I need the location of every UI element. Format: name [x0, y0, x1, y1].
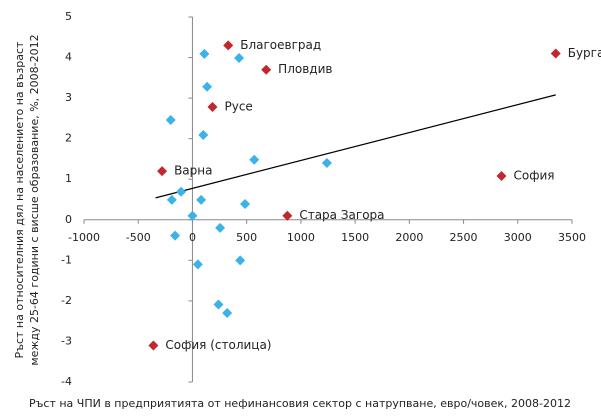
y-tick-label: 2	[65, 132, 72, 145]
point	[282, 210, 293, 221]
y-axis-label: Ръст на относителния дял на населението …	[13, 41, 26, 358]
point-label: Благоевград	[240, 38, 321, 52]
x-tick-label: 1500	[341, 231, 369, 244]
point-label: Бургас	[568, 46, 601, 60]
y-tick-label: 0	[65, 213, 72, 226]
point	[199, 48, 210, 59]
point	[223, 40, 234, 51]
x-tick-label: 2000	[395, 231, 423, 244]
point	[148, 340, 159, 351]
point	[496, 170, 507, 181]
point	[187, 210, 198, 221]
y-tick-label: -1	[61, 253, 72, 266]
y-tick-label: -3	[61, 334, 72, 347]
point	[166, 194, 177, 205]
point-label: София (столица)	[165, 338, 271, 352]
point	[261, 64, 272, 75]
point	[192, 259, 203, 270]
point-label: Пловдив	[278, 62, 332, 76]
y-tick-label: 5	[65, 10, 72, 23]
x-tick-label: 3500	[558, 231, 586, 244]
x-tick-label: -1000	[68, 231, 100, 244]
x-axis-label: Ръст на ЧПИ в предприятията от нефинансо…	[29, 397, 571, 410]
point	[170, 230, 181, 241]
point	[176, 186, 187, 197]
point	[157, 166, 168, 177]
point	[240, 198, 251, 209]
trendline	[155, 94, 556, 199]
x-tick-label: 3000	[504, 231, 532, 244]
x-tick-label: 2500	[450, 231, 478, 244]
point	[321, 158, 332, 168]
point	[196, 194, 207, 205]
y-tick-label: -2	[61, 294, 72, 307]
point	[235, 255, 246, 266]
x-tick-label: 0	[189, 231, 196, 244]
y-tick-label: -4	[61, 375, 72, 388]
point	[207, 102, 218, 113]
point-label: Варна	[174, 164, 212, 178]
point-label: София	[514, 168, 555, 182]
point	[215, 222, 226, 233]
y-axis-label: между 25-64 години с висше образование, …	[28, 34, 41, 365]
y-tick-label: 1	[65, 172, 72, 185]
x-tick-label: 1000	[287, 231, 315, 244]
point	[550, 48, 561, 59]
point	[234, 52, 245, 63]
point	[222, 308, 233, 319]
y-tick-label: 4	[65, 51, 72, 64]
point	[213, 299, 224, 310]
x-tick-label: -500	[126, 231, 151, 244]
point	[198, 130, 209, 141]
point	[165, 115, 176, 126]
x-tick-label: 500	[236, 231, 257, 244]
point-label: Русе	[225, 100, 253, 114]
point	[202, 81, 213, 92]
y-tick-label: 3	[65, 91, 72, 104]
point-label: Стара Загора	[299, 208, 384, 222]
point	[249, 154, 260, 165]
